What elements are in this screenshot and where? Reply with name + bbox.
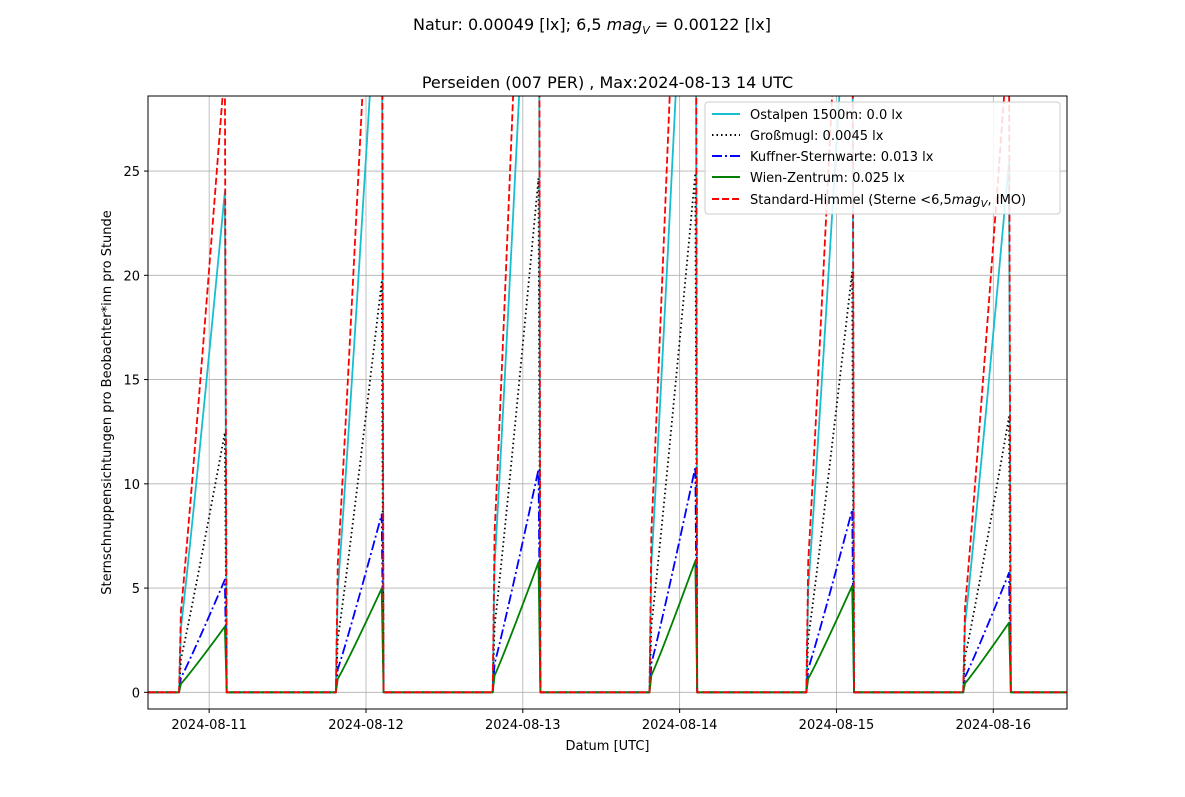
legend-box xyxy=(704,101,1061,215)
legend-entry-kuffner: Kuffner-Sternwarte: 0.013 lx xyxy=(712,150,934,165)
x-axis-label: Datum [UTC] xyxy=(565,739,649,754)
plot-frame xyxy=(147,95,1068,710)
figure-suptitle: Natur: 0.00049 [lx]; 6,5 magV = 0.00122 … xyxy=(413,15,771,37)
x-tick-label: 2024-08-13 xyxy=(485,718,561,733)
y-tick-label: 10 xyxy=(123,478,140,493)
ticks: 2024-08-11 2024-08-12 2024-08-13 2024-08-14… xyxy=(123,165,1031,733)
legend-entry-wien: Wien-Zentrum: 0.025 lx xyxy=(712,171,905,186)
series-line-3 xyxy=(148,560,1067,694)
legend-label-kuffner: Kuffner-Sternwarte: 0.013 lx xyxy=(750,150,934,165)
y-tick-label: 20 xyxy=(123,269,140,284)
legend-label-grossmugl: Großmugl: 0.0045 lx xyxy=(750,129,884,144)
legend: Ostalpen 1500m: 0.0 lx Großmugl: 0.0045 … xyxy=(704,101,1061,215)
y-tick-label: 0 xyxy=(132,686,140,701)
legend-label-standard: Standard-Himmel (Sterne <6,5magV, IMO) xyxy=(750,193,1026,210)
x-tick-label: 2024-08-12 xyxy=(328,718,404,733)
chart-title: Perseiden (007 PER) , Max:2024-08-13 14 … xyxy=(422,73,793,92)
legend-entry-standard: Standard-Himmel (Sterne <6,5magV, IMO) xyxy=(712,193,1026,210)
y-tick-label: 5 xyxy=(132,582,140,597)
legend-entry-ostalpen: Ostalpen 1500m: 0.0 lx xyxy=(712,108,903,123)
x-tick-label: 2024-08-15 xyxy=(799,718,875,733)
series-line-1 xyxy=(148,172,1067,694)
y-axis-label: Sternschnuppensichtungen pro Beobachter*… xyxy=(100,210,115,595)
x-tick-label: 2024-08-14 xyxy=(642,718,718,733)
legend-label-wien: Wien-Zentrum: 0.025 lx xyxy=(750,171,905,186)
series-line-4 xyxy=(148,96,1067,694)
legend-label-ostalpen: Ostalpen 1500m: 0.0 lx xyxy=(750,108,903,123)
x-tick-label: 2024-08-11 xyxy=(171,718,247,733)
y-tick-label: 15 xyxy=(123,374,140,389)
series-layer xyxy=(148,96,1067,694)
series-line-2 xyxy=(148,466,1067,694)
legend-entry-grossmugl: Großmugl: 0.0045 lx xyxy=(712,129,884,144)
x-tick-label: 2024-08-16 xyxy=(956,718,1032,733)
y-tick-label: 25 xyxy=(123,165,140,180)
